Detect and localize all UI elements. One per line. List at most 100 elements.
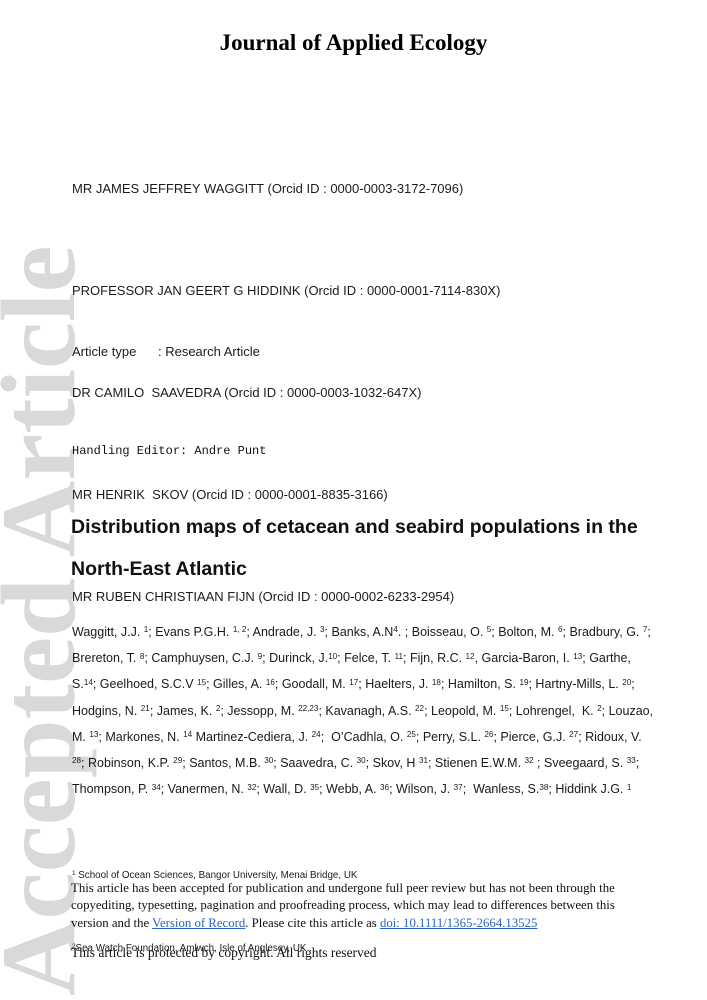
superscript: 26 (484, 730, 494, 740)
superscript: 10 (328, 651, 338, 661)
superscript: 1 (72, 870, 76, 878)
text-segment: ; Evans P.G.H. (148, 625, 233, 639)
text-segment: ; Markones, N. (98, 729, 184, 744)
text-segment: ; Haelters, J. (358, 677, 432, 692)
text-segment: ; Hartny-Mills, L. (528, 677, 623, 692)
superscript: 3 (320, 625, 325, 635)
superscript: 2 (215, 703, 221, 713)
text-segment: ; Santos, M.B. (182, 756, 265, 771)
text-segment: ; Durinck, J. (262, 651, 329, 666)
superscript: 25 (406, 730, 416, 740)
superscript: 11 (394, 651, 404, 661)
text-segment: ; Louzao, M. (72, 703, 657, 744)
text-segment: Martinez-Cediera, J. (192, 729, 312, 744)
text-segment: Sea Watch Foundation, Amlwch, Isle of An… (75, 943, 307, 954)
superscript: 33 (626, 756, 636, 766)
superscript: 16 (265, 677, 275, 687)
text-segment: ; Saavedra, C. (273, 756, 357, 771)
superscript: 9 (257, 651, 263, 661)
superscript: 8 (139, 651, 145, 661)
text-segment: ; Goodall, M. (274, 677, 350, 692)
text-segment: ; Brereton, T. (72, 625, 655, 666)
text-segment: , Garcia-Baron, I. (474, 651, 574, 666)
text-segment: ; Wall, D. (256, 782, 311, 797)
superscript: 19 (519, 677, 529, 687)
text-segment: ; Kavanagh, A.S. (318, 703, 416, 718)
text-segment: ; Hiddink J.G. (548, 782, 627, 797)
text-segment: ; Skov, H (365, 756, 419, 771)
superscript: 7 (642, 625, 648, 635)
text-segment: ; Felce, T. (337, 651, 395, 666)
superscript: 6 (558, 625, 563, 635)
superscript: 4 (393, 625, 398, 635)
text-segment: ; Andrade, J. (246, 625, 321, 639)
author-list: Waggitt, J.J. 1; Evans P.G.H. 1, 2; Andr… (72, 620, 657, 803)
superscript: 32 (247, 782, 257, 792)
text-segment: . ; Boisseau, O. (397, 625, 487, 639)
superscript: 35 (310, 782, 320, 792)
text-segment: ; Bradbury, G. (562, 625, 643, 639)
superscript: 2 (72, 943, 76, 951)
text-segment: ; Bolton, M. (491, 625, 558, 639)
superscript: 1, 2 (232, 625, 247, 635)
text-segment: ; Jessopp, M. (220, 703, 299, 718)
superscript: 22,23 (298, 703, 319, 713)
superscript: 17 (349, 677, 359, 687)
affiliation-line: 2Sea Watch Foundation, Amlwch, Isle of A… (72, 937, 677, 962)
superscript: 22 (415, 703, 425, 713)
text-segment: ; Fijn, R.C. (403, 651, 466, 666)
hyperlink[interactable]: Version of Record (152, 915, 246, 930)
text-segment: ; Pierce, G.J. (493, 729, 570, 744)
acceptance-notice: This article has been accepted for publi… (71, 880, 653, 932)
affiliations-block: 1 School of Ocean Sciences, Bangor Unive… (72, 816, 677, 1000)
superscript: 30 (356, 756, 366, 766)
text-segment: ; Hodgins, N. (72, 677, 639, 718)
text-segment: ; Wilson, J. (389, 782, 454, 797)
superscript: 37 (453, 782, 463, 792)
superscript: 28 (72, 756, 82, 766)
superscript: 38 (539, 782, 549, 792)
text-segment: . Please cite this article as (245, 915, 380, 930)
superscript: 15 (197, 677, 207, 687)
text-segment: ; Geelhoed, S.C.V (92, 677, 198, 692)
superscript: 21 (140, 703, 150, 713)
superscript: 13 (573, 651, 583, 661)
superscript: 5 (486, 625, 492, 635)
text-segment: ; Hamilton, S. (440, 677, 520, 692)
copyright-notice: This article is protected by copyright. … (71, 945, 377, 960)
superscript: 20 (622, 677, 632, 687)
superscript: 13 (89, 730, 99, 740)
article-title: Distribution maps of cetacean and seabir… (71, 516, 638, 580)
superscript: 15 (499, 703, 509, 713)
text-segment: School of Ocean Sciences, Bangor Univers… (75, 870, 358, 881)
text-segment: ; O’Cadhla, O. (320, 729, 407, 744)
journal-header: Journal of Applied Ecology (219, 30, 488, 55)
text-segment: This article has been accepted for publi… (71, 881, 619, 930)
text-segment: Waggitt, J.J. (72, 625, 144, 639)
orcid-line: MR JAMES JEFFREY WAGGITT (Orcid ID : 000… (72, 181, 464, 196)
superscript: 27 (569, 730, 579, 740)
superscript: 12 (465, 651, 475, 661)
article-type-line: Article type : Research Article (72, 344, 260, 359)
text-segment: ; Garthe, S. (72, 651, 635, 692)
orcid-line: DR CAMILO SAAVEDRA (Orcid ID : 0000-0003… (72, 385, 422, 400)
superscript: 24 (311, 730, 321, 740)
orcid-line: MR HENRIK SKOV (Orcid ID : 0000-0001-883… (72, 487, 388, 502)
text-segment: ; Robinson, K.P. (81, 756, 174, 771)
superscript: 14 (183, 730, 193, 740)
text-segment: ; Vanermen, N. (160, 782, 248, 797)
text-segment: ; Perry, S.L. (415, 729, 485, 744)
text-segment: ; James, K. (149, 703, 216, 718)
text-segment: ; Ridoux, V. (578, 729, 646, 744)
superscript: 14 (83, 677, 93, 687)
text-segment: ; Lohrengel, K. (508, 703, 598, 718)
superscript: 18 (431, 677, 441, 687)
text-segment: ; Webb, A. (319, 782, 381, 797)
text-segment: ; Gilles, A. (206, 677, 266, 692)
text-segment: ; Stienen E.W.M. (427, 756, 525, 771)
orcid-line: MR RUBEN CHRISTIAAN FIJN (Orcid ID : 000… (72, 589, 455, 604)
hyperlink[interactable]: doi: 10.1111/1365-2664.13525 (379, 915, 538, 930)
orcid-line: PROFESSOR JAN GEERT G HIDDINK (Orcid ID … (72, 283, 501, 298)
handling-editor-line: Handling Editor: Andre Punt (72, 444, 267, 458)
